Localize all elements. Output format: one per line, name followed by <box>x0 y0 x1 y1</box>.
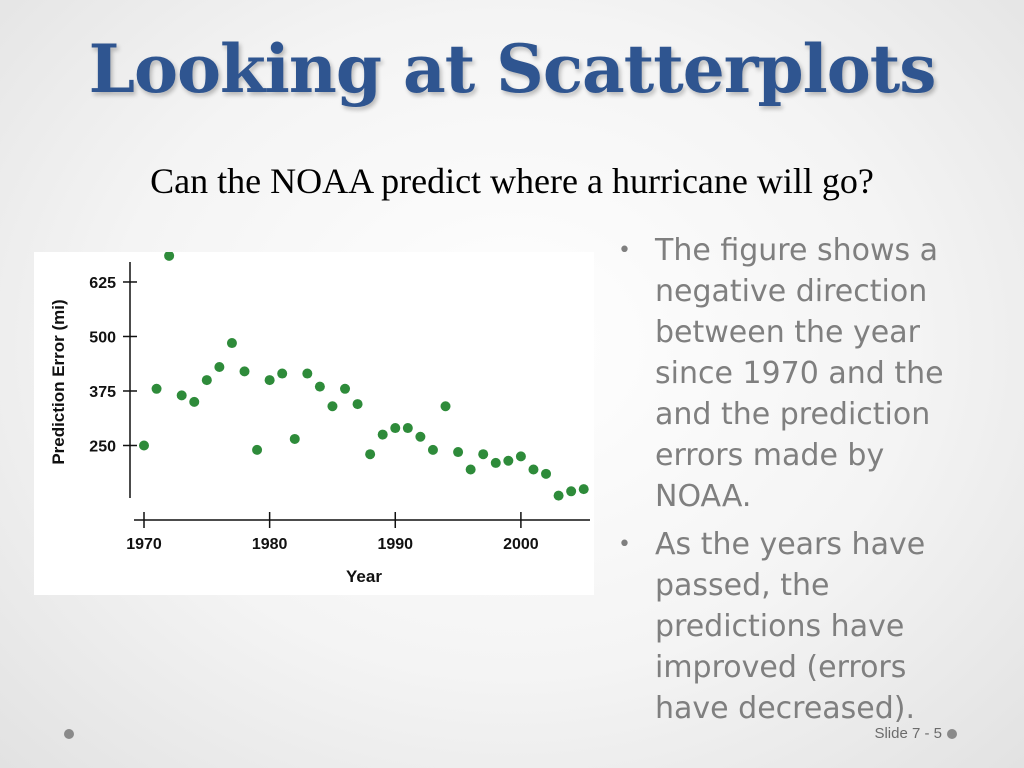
data-point <box>189 396 200 407</box>
y-tick-label: 250 <box>89 438 116 455</box>
data-point <box>139 440 149 451</box>
x-tick-label: 1980 <box>252 536 288 553</box>
y-tick-label: 500 <box>89 329 116 346</box>
data-point <box>314 381 325 392</box>
data-point <box>277 368 288 379</box>
data-point <box>365 449 376 460</box>
data-point <box>340 383 351 394</box>
data-point <box>390 423 401 434</box>
data-point <box>151 383 162 394</box>
y-tick-label: 375 <box>89 384 116 401</box>
bullet-dot-icon: • <box>618 532 631 557</box>
data-point <box>541 468 552 479</box>
bullet-list: • The figure shows a negative direction … <box>618 230 978 736</box>
data-point <box>402 423 413 434</box>
x-tick-label: 1990 <box>377 536 413 553</box>
bullet-text: The figure shows a negative direction be… <box>655 233 944 514</box>
scatterplot-svg: 250 375 500 625 1970 1980 1990 2000 Prediction … <box>49 252 590 586</box>
chart-axes: 250 375 500 625 1970 1980 1990 2000 <box>89 262 590 553</box>
data-point <box>214 362 225 373</box>
chart-points <box>139 252 589 501</box>
slide-number: Slide 7 - 5 <box>874 725 942 742</box>
data-point <box>352 399 363 410</box>
data-point <box>503 455 514 466</box>
bullet-item: • The figure shows a negative direction … <box>618 230 978 517</box>
data-point <box>176 390 187 401</box>
data-point <box>453 447 464 458</box>
data-point <box>478 449 489 460</box>
data-point <box>427 444 438 455</box>
data-point <box>201 375 212 386</box>
slide-title: Looking at Scatterplots <box>88 30 937 108</box>
y-tick-label: 625 <box>89 275 116 292</box>
data-point <box>164 252 175 261</box>
data-point <box>226 338 237 349</box>
bullet-text: As the years have passed, the prediction… <box>655 527 926 726</box>
data-point <box>415 431 426 442</box>
data-point <box>264 375 275 386</box>
data-point <box>239 366 250 377</box>
data-point <box>515 451 526 462</box>
data-point <box>252 444 263 455</box>
data-point <box>302 368 313 379</box>
x-axis-label: Year <box>346 567 382 586</box>
data-point <box>490 457 501 468</box>
y-axis-label: Prediction Error (mi) <box>49 299 68 464</box>
data-point <box>465 464 476 475</box>
data-point <box>440 401 451 412</box>
data-point <box>578 484 589 495</box>
footer-right-dot-icon <box>947 729 957 739</box>
data-point <box>553 490 564 501</box>
footer-left-dot-icon <box>64 729 74 739</box>
x-tick-label: 1970 <box>126 536 162 553</box>
scatterplot-chart: 250 375 500 625 1970 1980 1990 2000 Prediction … <box>34 252 594 595</box>
data-point <box>528 464 539 475</box>
x-tick-label: 2000 <box>503 536 539 553</box>
data-point <box>377 429 388 440</box>
bullet-dot-icon: • <box>618 238 631 263</box>
data-point <box>289 433 300 444</box>
slide-subtitle: Can the NOAA predict where a hurricane w… <box>150 161 874 201</box>
bullet-item: • As the years have passed, the predicti… <box>618 524 978 729</box>
data-point <box>566 486 577 497</box>
data-point <box>327 401 338 412</box>
